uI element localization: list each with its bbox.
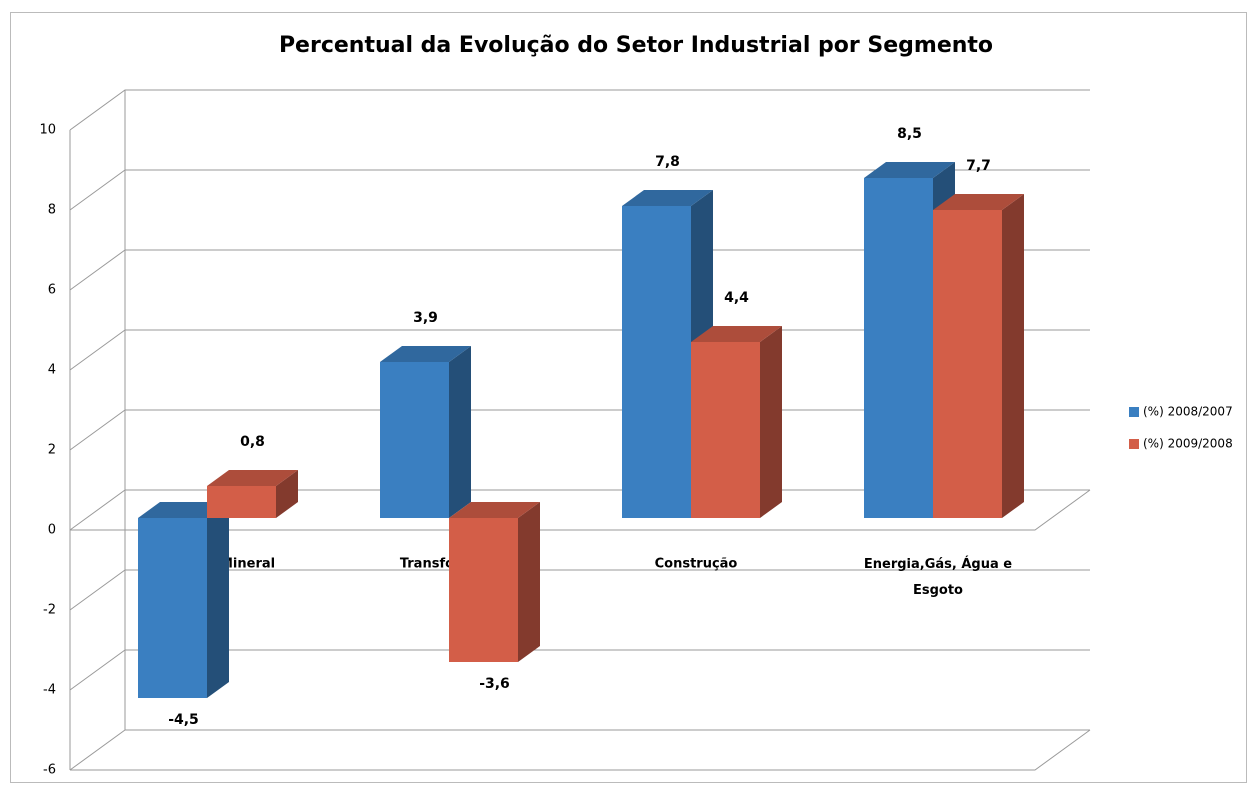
bar-side — [1002, 194, 1024, 518]
legend-label: (%) 2008/2007 — [1143, 405, 1233, 419]
bar-top — [449, 502, 540, 518]
legend-swatch — [1129, 439, 1139, 449]
bar-top — [864, 162, 955, 178]
data-label: -4,5 — [168, 712, 199, 728]
data-label: 0,8 — [240, 434, 265, 450]
floor-line — [70, 729, 1091, 771]
bar — [449, 518, 518, 662]
data-label: 4,4 — [724, 290, 749, 306]
y-tick-label: 10 — [39, 123, 56, 138]
floor-line — [70, 489, 1091, 531]
bar-side — [518, 502, 540, 662]
data-label: 7,8 — [655, 154, 680, 170]
y-tick-label: -4 — [43, 683, 56, 698]
bar-top — [933, 194, 1024, 210]
data-label: -3,6 — [479, 676, 510, 692]
x-tick-label: Construção — [655, 557, 738, 572]
bar-top — [622, 190, 713, 206]
bar — [207, 486, 276, 518]
bar — [691, 342, 760, 518]
bar-top — [138, 502, 229, 518]
chart-title: Percentual da Evolução do Setor Industri… — [279, 33, 993, 58]
bar — [622, 206, 691, 518]
x-tick-label: Energia,Gás, Água e Esgoto — [864, 556, 1012, 598]
bar — [864, 178, 933, 518]
y-tick-label: 0 — [48, 523, 56, 538]
data-label: 8,5 — [897, 126, 922, 142]
bar-top — [691, 326, 782, 342]
bar — [933, 210, 1002, 518]
bar-top — [207, 470, 298, 486]
bar-side — [449, 346, 471, 518]
x-tick-label-line: Energia,Gás, Água e — [864, 556, 1012, 572]
legend-swatch — [1129, 407, 1139, 417]
y-tick-label: 6 — [48, 283, 56, 298]
y-tick-label: 2 — [48, 443, 56, 458]
y-tick-label: -6 — [43, 763, 56, 778]
bar — [138, 518, 207, 698]
legend-label: (%) 2009/2008 — [1143, 437, 1233, 451]
y-tick-label: 4 — [48, 363, 56, 378]
y-tick-label: -2 — [43, 603, 56, 618]
y-tick-label: 8 — [48, 203, 56, 218]
x-tick-label-line: Esgoto — [913, 583, 963, 598]
bar-side — [207, 502, 229, 698]
data-label: 7,7 — [966, 158, 991, 174]
bar — [380, 362, 449, 518]
data-label: 3,9 — [413, 310, 438, 326]
bar-top — [380, 346, 471, 362]
bar-side — [760, 326, 782, 518]
